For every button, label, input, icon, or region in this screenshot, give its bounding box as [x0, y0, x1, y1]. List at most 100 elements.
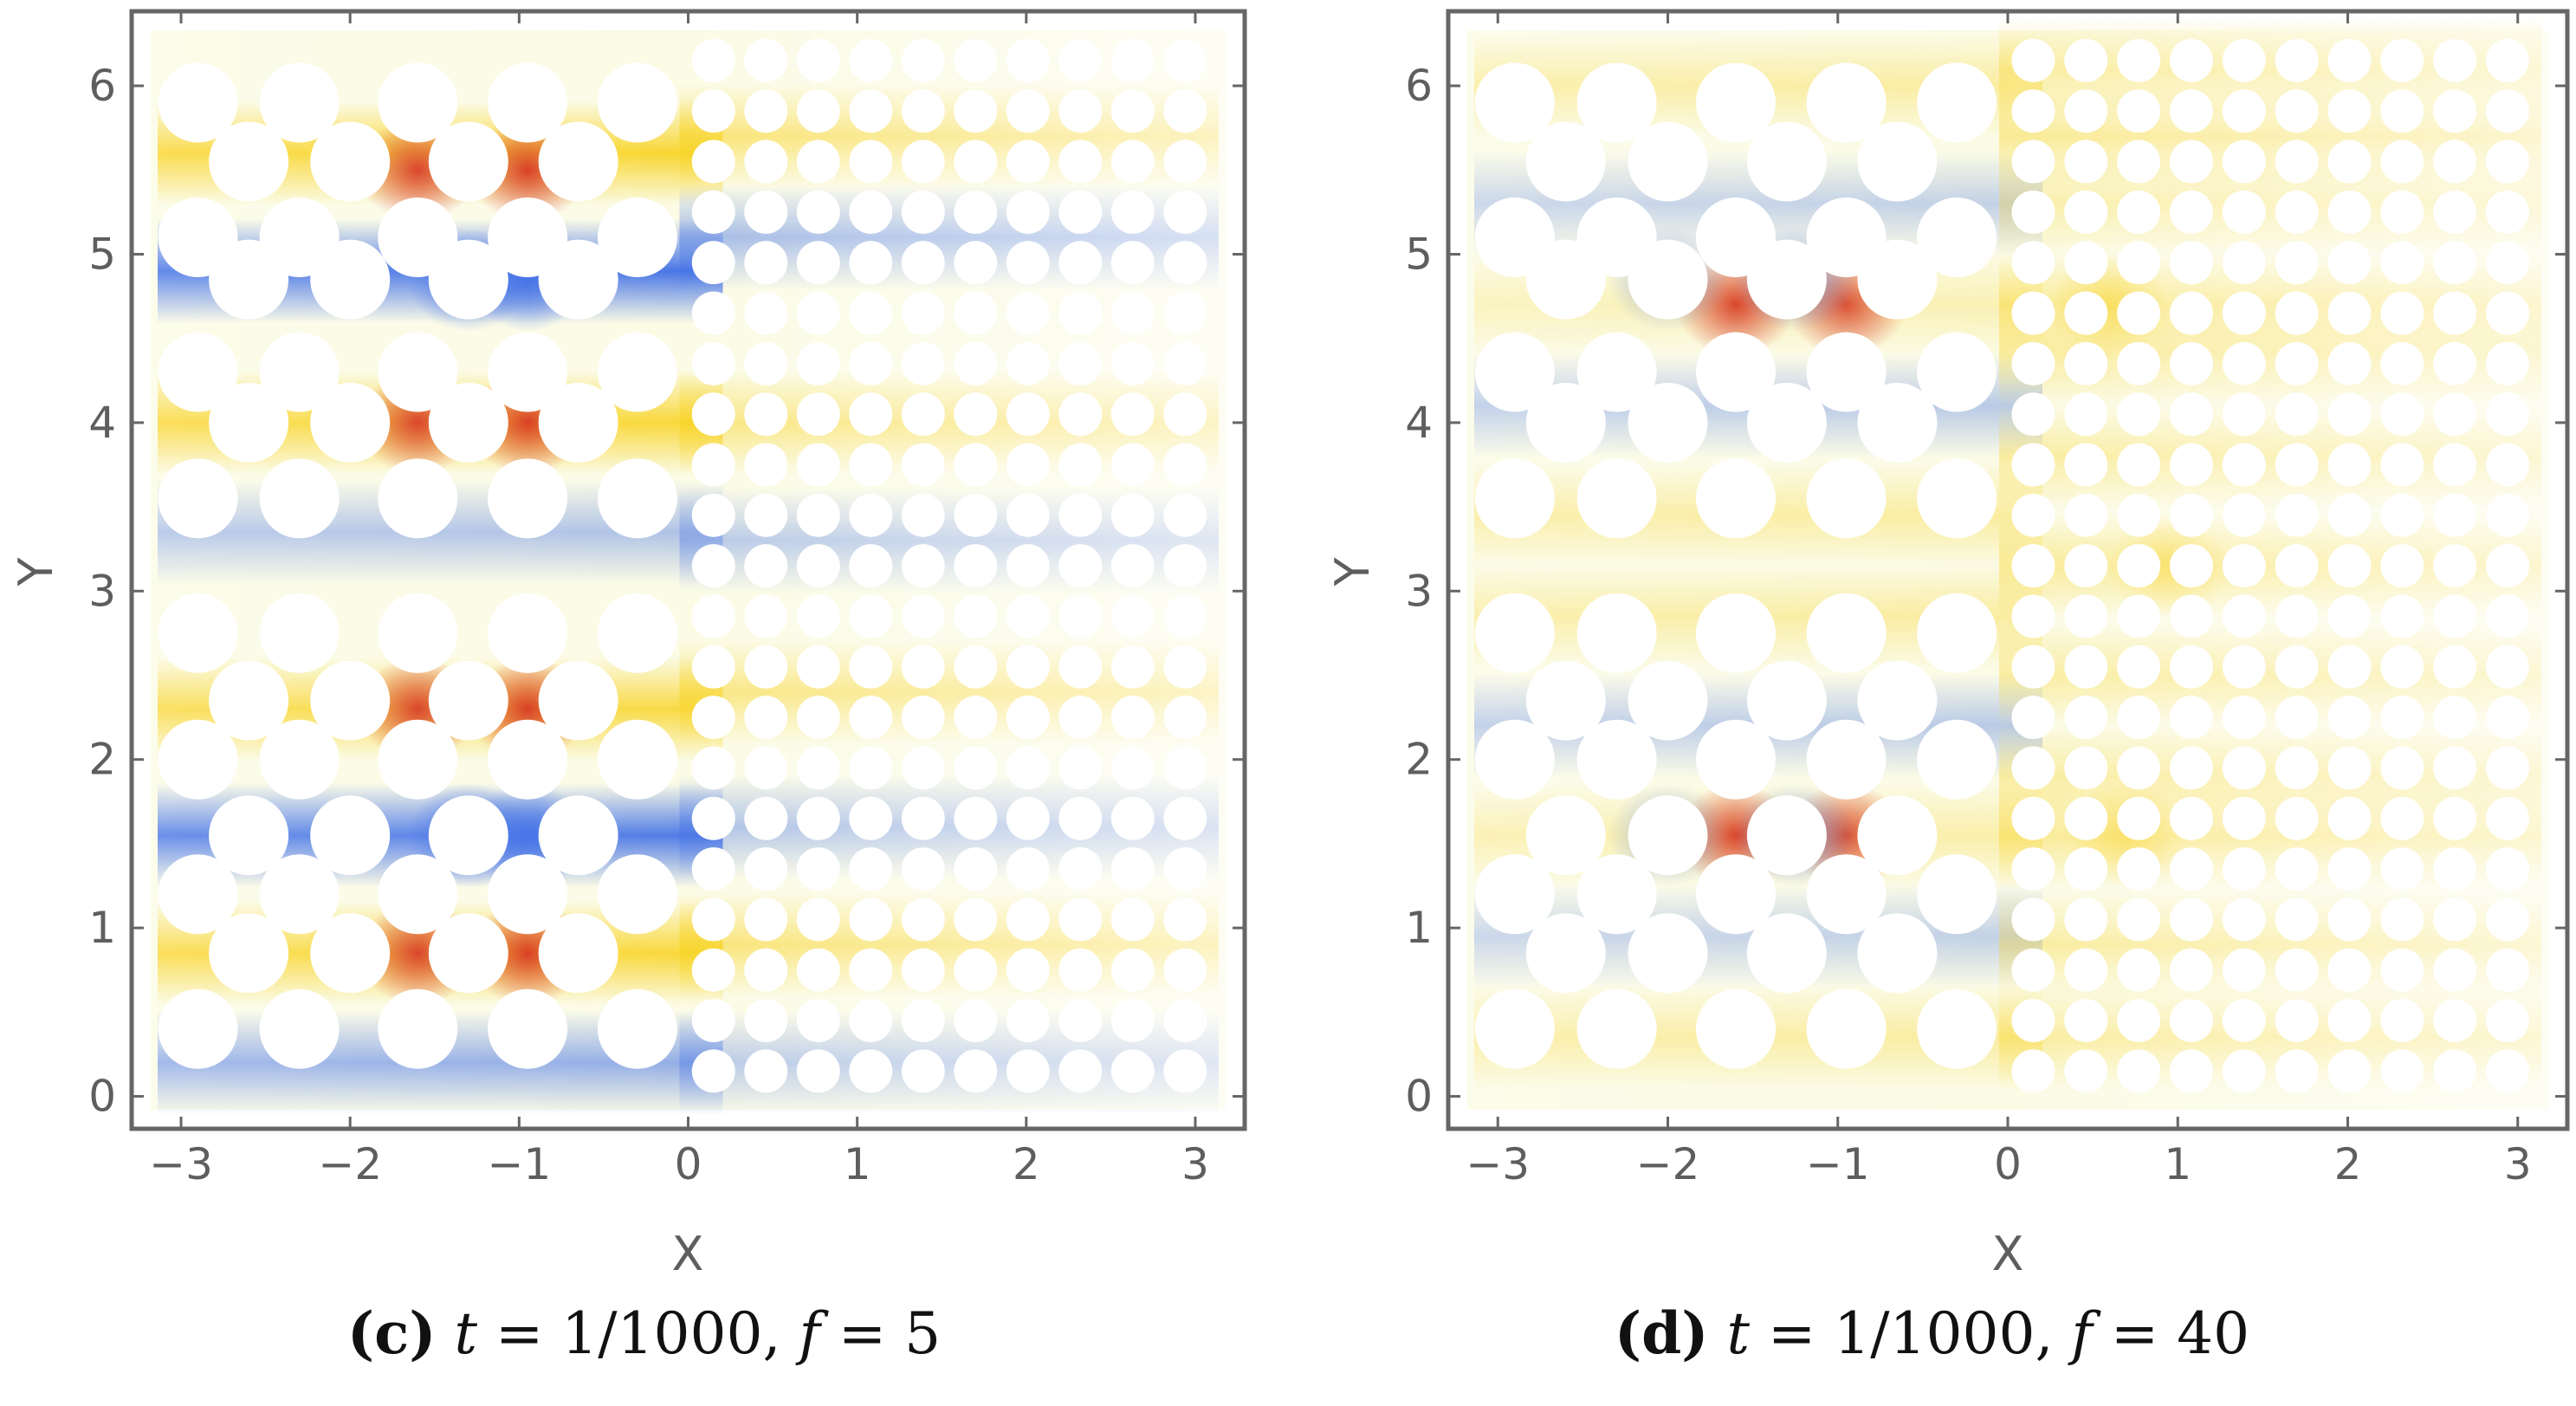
obstacle-small: [954, 38, 998, 82]
obstacle-small: [1163, 190, 1207, 234]
obstacle-small: [2011, 897, 2055, 942]
obstacle-small: [691, 897, 735, 942]
obstacle: [209, 913, 289, 994]
obstacle-small: [796, 746, 840, 790]
obstacle-small: [2380, 847, 2424, 891]
obstacle-small: [2064, 493, 2108, 537]
obstacle: [1746, 795, 1827, 876]
obstacle-small: [1058, 897, 1103, 942]
obstacle-small: [691, 696, 735, 740]
obstacle-small: [954, 897, 998, 942]
obstacle-small: [2169, 493, 2213, 537]
obstacle-small: [1006, 1049, 1050, 1093]
obstacle: [1746, 121, 1827, 202]
obstacle-small: [691, 999, 735, 1043]
obstacle-small: [744, 948, 788, 992]
obstacle: [428, 382, 508, 463]
y-tick-label: 4: [88, 398, 116, 448]
obstacle: [488, 719, 568, 800]
obstacle: [597, 854, 677, 935]
obstacle-small: [849, 746, 893, 790]
obstacle-small: [2327, 241, 2372, 285]
obstacle-small: [744, 796, 788, 840]
obstacle-small: [2117, 696, 2161, 740]
obstacle-small: [796, 139, 840, 184]
obstacle-small: [2327, 999, 2372, 1043]
obstacle-small: [744, 443, 788, 487]
obstacle-small: [796, 696, 840, 740]
obstacle-small: [901, 1049, 945, 1093]
obstacle-small: [954, 594, 998, 638]
obstacle: [1525, 121, 1606, 202]
obstacle-small: [1006, 190, 1050, 234]
obstacle-small: [954, 948, 998, 992]
obstacle-small: [2485, 190, 2529, 234]
obstacle-small: [1006, 89, 1050, 133]
obstacle-small: [1163, 139, 1207, 184]
obstacle: [1628, 239, 1708, 320]
obstacle-small: [2169, 696, 2213, 740]
obstacle-small: [2433, 89, 2477, 133]
obstacle-small: [2485, 1049, 2529, 1093]
obstacle-small: [796, 594, 840, 638]
obstacle-small: [2011, 241, 2055, 285]
y-tick-label: 5: [1405, 229, 1433, 279]
obstacle: [158, 458, 238, 539]
obstacle-small: [2327, 645, 2372, 689]
obstacle-small: [2222, 696, 2266, 740]
obstacle-small: [1058, 493, 1103, 537]
obstacle-small: [2064, 291, 2108, 335]
obstacle-small: [2222, 594, 2266, 638]
obstacle: [1917, 458, 1997, 539]
obstacle: [1628, 121, 1708, 202]
obstacle-small: [744, 1049, 788, 1093]
obstacle-small: [691, 241, 735, 285]
obstacle-small: [2485, 443, 2529, 487]
obstacle: [1525, 382, 1606, 463]
obstacle-small: [1163, 38, 1207, 82]
obstacle-small: [2327, 291, 2372, 335]
obstacle-small: [954, 746, 998, 790]
obstacle-small: [744, 139, 788, 184]
obstacle-small: [2485, 796, 2529, 840]
obstacle-small: [1110, 341, 1155, 386]
obstacle: [158, 332, 238, 412]
obstacle-small: [2433, 594, 2477, 638]
obstacle: [428, 121, 508, 202]
obstacle-small: [2327, 190, 2372, 234]
obstacle-small: [2222, 999, 2266, 1043]
obstacle-small: [1006, 645, 1050, 689]
obstacle: [378, 988, 458, 1069]
obstacle: [428, 660, 508, 741]
obstacle-small: [2169, 594, 2213, 638]
obstacle: [310, 913, 391, 994]
obstacle-small: [1006, 847, 1050, 891]
obstacle-small: [1110, 291, 1155, 335]
obstacle: [378, 332, 458, 412]
obstacle: [1576, 458, 1657, 539]
y-tick-label: 1: [1405, 903, 1433, 953]
obstacle-small: [1058, 38, 1103, 82]
obstacle: [378, 458, 458, 539]
obstacle: [1857, 660, 1938, 741]
obstacle-small: [1058, 392, 1103, 437]
obstacle-small: [2485, 38, 2529, 82]
obstacle: [597, 458, 677, 539]
panel-d-caption-label: (d): [1614, 1299, 1709, 1367]
obstacle-small: [849, 999, 893, 1043]
y-tick-label: 6: [88, 61, 116, 111]
panel-c-x-axis-label: X: [672, 1227, 704, 1281]
obstacle-small: [1110, 897, 1155, 942]
obstacle-small: [2275, 493, 2319, 537]
obstacle-small: [1058, 594, 1103, 638]
obstacle-small: [2011, 696, 2055, 740]
obstacle: [1628, 913, 1708, 994]
obstacle-small: [901, 341, 945, 386]
obstacle: [1576, 719, 1657, 800]
obstacle-small: [901, 897, 945, 942]
x-tick-label: 0: [675, 1139, 702, 1189]
obstacle-small: [1058, 746, 1103, 790]
obstacle-small: [2011, 139, 2055, 184]
panel-c-y-axis-label: Y: [9, 557, 63, 587]
obstacle-small: [691, 38, 735, 82]
